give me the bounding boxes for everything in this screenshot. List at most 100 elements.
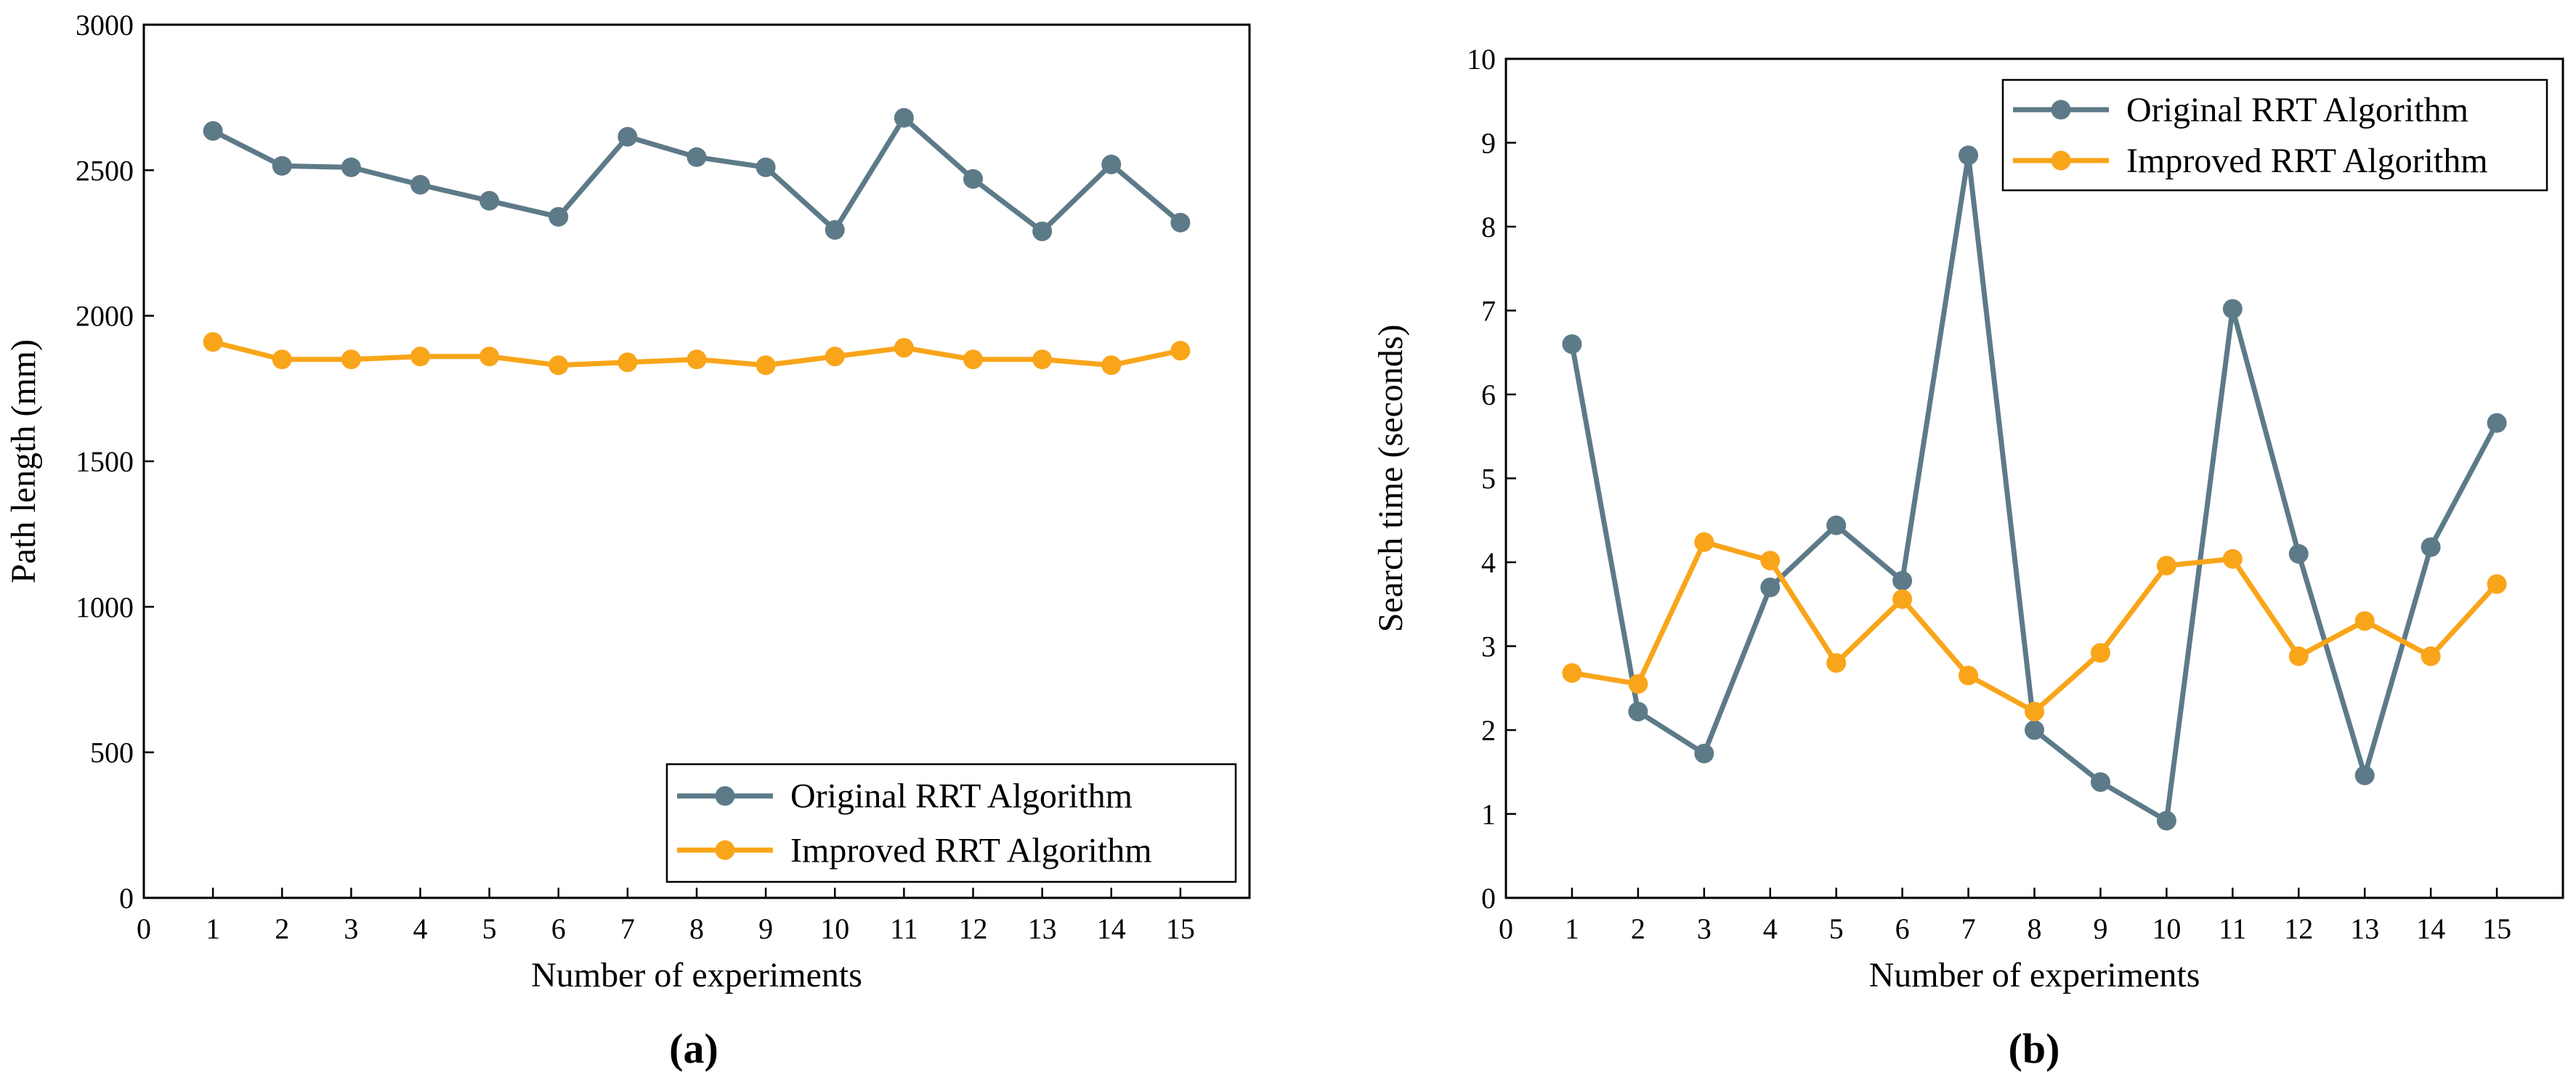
x-tick-label: 3 [344,912,358,945]
data-point [2156,811,2176,831]
x-tick-label: 10 [820,912,849,945]
y-tick-label: 9 [1481,127,1496,160]
legend-label: Original RRT Algorithm [790,777,1133,816]
data-point [1826,653,1847,673]
legend-box [2001,78,2548,192]
y-tick-label: 0 [119,882,134,915]
data-point [1959,145,1979,166]
y-tick-label: 5 [1481,463,1496,495]
data-point [2288,543,2309,564]
data-point [1628,673,1648,694]
y-tick-label: 0 [1481,882,1496,915]
x-tick-label: 5 [1829,912,1844,945]
data-point [2487,574,2507,594]
x-tick-label: 3 [1697,912,1712,945]
x-tick-label: 11 [2219,912,2247,945]
data-point [548,355,569,376]
data-point [894,108,914,128]
x-tick-label: 7 [620,912,635,945]
data-point [1892,570,1913,591]
series-original [1562,145,2507,831]
data-point [203,121,223,141]
x-tick-label: 15 [1166,912,1195,945]
y-axis-label: Path length (mm) [4,339,43,583]
data-point [1694,743,1714,763]
data-point [2222,548,2243,569]
data-point [963,349,983,370]
series-improved [203,332,1191,376]
x-tick-label: 9 [2093,912,2107,945]
data-point [1170,341,1191,361]
data-point [825,347,845,367]
y-tick-label: 3 [1481,631,1496,663]
legend-label: Original RRT Algorithm [2126,91,2468,129]
y-tick-label: 6 [1481,378,1496,411]
series-improved [1562,532,2507,722]
legend-marker [2051,150,2071,171]
y-tick-label: 2500 [76,154,134,187]
data-point [1628,702,1648,722]
panel-label: (b) [2009,1025,2060,1072]
data-point [479,190,500,211]
x-tick-label: 11 [890,912,918,945]
data-point [1892,589,1913,609]
y-tick-label: 4 [1481,546,1496,579]
data-point [410,347,430,367]
legend: Original RRT Algorithm Improved RRT Algor… [665,763,1237,883]
legend-marker [2051,100,2071,120]
x-tick-label: 1 [206,912,220,945]
data-point [2354,611,2375,631]
panel-label: (a) [669,1025,718,1072]
data-point [1170,212,1191,232]
legend-marker [715,840,735,860]
legend-marker [715,786,735,806]
y-tick-label: 1000 [76,591,134,623]
data-point [1032,349,1053,370]
x-tick-label: 8 [689,912,704,945]
data-point [686,349,707,370]
data-point [1562,662,1582,683]
x-tick-label: 2 [275,912,289,945]
x-tick-label: 1 [1565,912,1579,945]
data-point [894,338,914,358]
data-point [2090,643,2110,663]
data-point [686,147,707,167]
data-point [2222,299,2243,319]
legend: Original RRT Algorithm Improved RRT Algor… [2001,78,2548,192]
chart-a: 0 1 2 3 4 5 6 7 8 9 10 11 12 13 14 15050010001500200025… [4,9,1251,1072]
data-point [410,174,430,195]
x-tick-label: 12 [959,912,988,945]
series-original [203,108,1191,241]
x-tick-label: 10 [2152,912,2181,945]
y-tick-label: 1 [1481,798,1496,831]
data-point [341,157,361,177]
legend-label: Improved RRT Algorithm [790,831,1152,870]
legend-box [665,763,1237,883]
x-tick-label: 4 [1763,912,1778,945]
data-point [756,355,776,376]
data-point [2156,556,2176,576]
y-tick-label: 2 [1481,714,1496,747]
data-point [203,332,223,352]
data-point [825,219,845,240]
y-tick-label: 10 [1467,43,1496,76]
data-point [2354,765,2375,785]
y-tick-label: 7 [1481,295,1496,328]
data-point [341,349,361,370]
data-point [548,206,569,227]
data-point [1760,578,1781,598]
legend-label: Improved RRT Algorithm [2126,142,2488,180]
y-axis-label: Search time (seconds) [1372,325,1410,633]
data-point [1760,551,1781,571]
y-tick-label: 8 [1481,211,1496,243]
data-point [2025,702,2044,722]
data-point [1826,515,1847,535]
x-tick-label: 6 [1895,912,1910,945]
data-point [2288,646,2309,666]
y-tick-label: 3000 [76,9,134,41]
data-point [756,157,776,177]
chart-b: 0 1 2 3 4 5 6 7 8 9 10 11 12 13 14 15012345678910Number… [1372,43,2564,1072]
x-tick-label: 9 [758,912,773,945]
data-point [1101,154,1122,174]
